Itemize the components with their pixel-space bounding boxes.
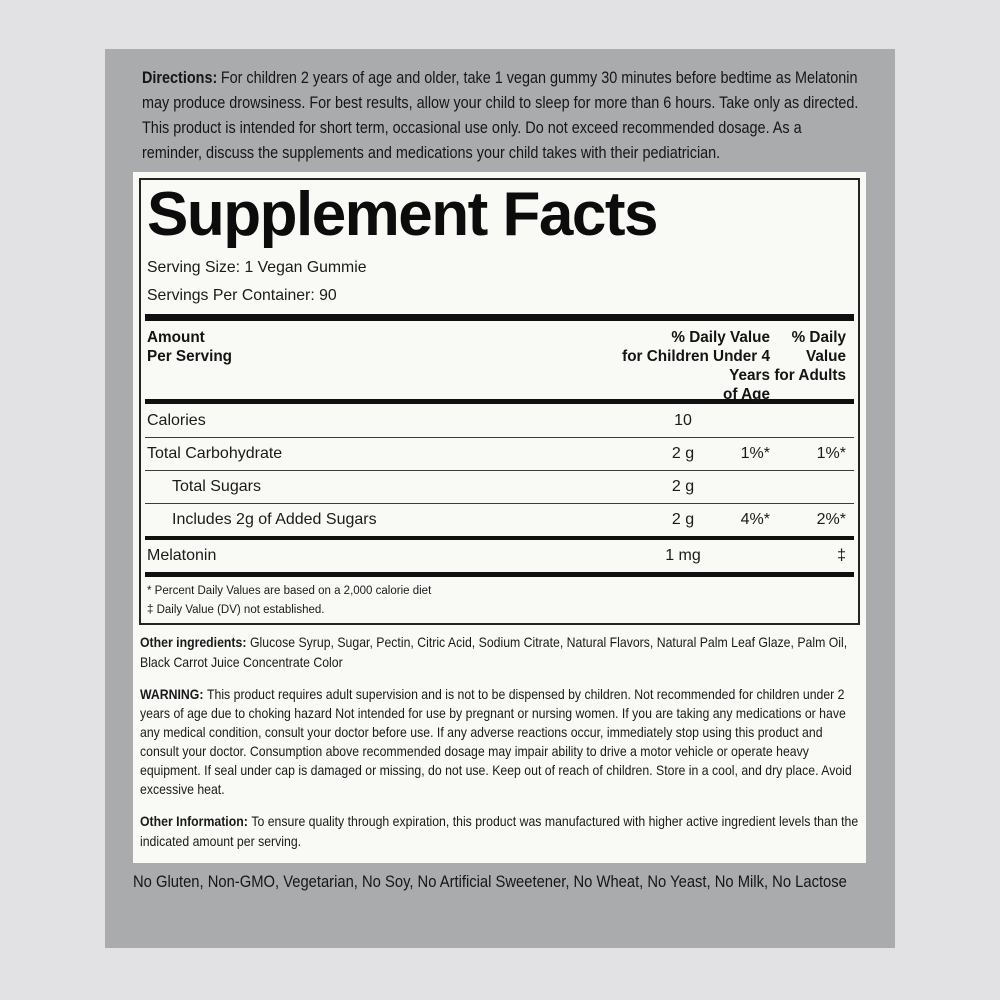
nutrient-row-calories: Calories 10: [145, 404, 854, 438]
nutrient-name: Includes 2g of Added Sugars: [172, 511, 377, 528]
servings-per-container: Servings Per Container: 90: [147, 287, 337, 304]
serving-size: Serving Size: 1 Vegan Gummie: [147, 259, 367, 276]
warning-paragraph: WARNING: This product requires adult supe…: [140, 685, 859, 799]
nutrient-row-total-carbohydrate: Total Carbohydrate 2 g 1%* 1%*: [145, 438, 854, 471]
directions-text: For children 2 years of age and older, t…: [142, 69, 859, 162]
nutrient-amount: 2 g: [671, 478, 695, 495]
warning-text: This product requires adult supervision …: [140, 687, 852, 797]
dv-adults-value: 1%*: [816, 445, 846, 462]
footnotes-block: * Percent Daily Values are based on a 2,…: [145, 577, 854, 623]
other-information-paragraph: Other Information: To ensure quality thro…: [140, 812, 859, 852]
directions-label: Directions:: [142, 69, 218, 87]
column-header-dv-adults: % Daily Value for Adults: [774, 329, 846, 384]
footnote-dv-not-established: ‡ Daily Value (DV) not established.: [147, 604, 325, 616]
nutrient-name: Calories: [147, 412, 206, 429]
table-bottom-rule: [145, 572, 854, 577]
dv-adults-value: 2%*: [816, 511, 846, 528]
nutrient-row-total-sugars: Total Sugars 2 g: [145, 471, 854, 504]
nutrient-amount: 10: [674, 412, 692, 429]
nutrient-amount: 2 g: [671, 445, 695, 462]
nutrient-amount: 1 mg: [665, 547, 701, 564]
header-top-rule: [145, 314, 854, 321]
header-bottom-rule: [145, 399, 854, 404]
column-header-amount-per-serving: Amount Per Serving: [147, 329, 233, 365]
supplement-facts-panel: Supplement Facts Serving Size: 1 Vegan G…: [139, 178, 860, 625]
other-information-label: Other Information:: [140, 814, 248, 829]
warning-label: WARNING:: [140, 687, 204, 702]
column-header-dv-children: % Daily Value for Children Under 4 Years…: [622, 329, 770, 403]
other-ingredients-label: Other ingredients:: [140, 635, 247, 650]
other-ingredients-paragraph: Other ingredients: Glucose Syrup, Sugar, …: [140, 633, 859, 673]
supplement-label-card: Supplement Facts Serving Size: 1 Vegan G…: [133, 172, 866, 863]
claims-text: No Gluten, Non-GMO, Vegetarian, No Soy, …: [133, 872, 847, 891]
nutrient-row-added-sugars: Includes 2g of Added Sugars 2 g 4%* 2%*: [145, 504, 854, 536]
nutrient-name: Total Sugars: [172, 478, 261, 495]
nutrient-amount: 2 g: [671, 511, 695, 528]
directions-paragraph: Directions: For children 2 years of age a…: [142, 66, 864, 166]
nutrient-name: Melatonin: [147, 547, 217, 564]
supplement-facts-title: Supplement Facts: [147, 180, 659, 249]
nutrient-row-melatonin: Melatonin 1 mg ‡: [145, 540, 854, 572]
melatonin-top-rule: [145, 536, 854, 540]
footnote-percent-daily-values: * Percent Daily Values are based on a 2,…: [147, 585, 432, 597]
other-information-text: To ensure quality through expiration, th…: [140, 814, 859, 849]
dv-children-value: 1%*: [740, 445, 770, 462]
table-header-row: Amount Per Serving % Daily Value for Chi…: [145, 321, 854, 403]
nutrient-name: Total Carbohydrate: [147, 445, 283, 462]
product-label-panel: Directions: For children 2 years of age a…: [105, 49, 895, 948]
other-ingredients-text: Glucose Syrup, Sugar, Pectin, Citric Aci…: [140, 635, 848, 670]
dv-children-value: 4%*: [740, 511, 770, 528]
dv-adults-value: ‡: [837, 547, 846, 564]
